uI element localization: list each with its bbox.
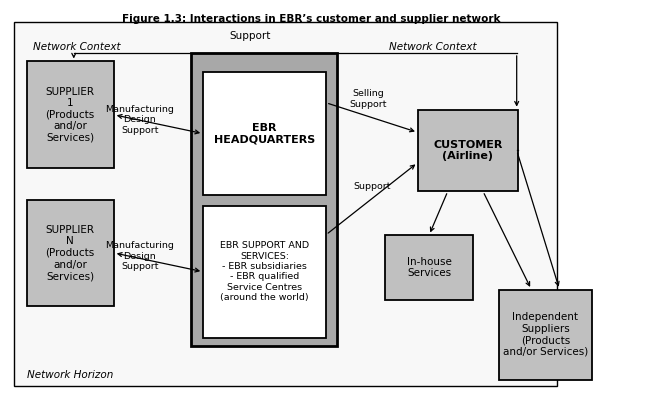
Bar — [191, 53, 337, 346]
Bar — [203, 206, 326, 338]
Text: Network Context: Network Context — [33, 42, 121, 52]
Text: SUPPLIER
N
(Products
and/or
Services): SUPPLIER N (Products and/or Services) — [45, 225, 95, 281]
Text: Selling
Support: Selling Support — [350, 89, 388, 109]
Bar — [27, 61, 114, 168]
Bar — [27, 200, 114, 306]
Text: Independent
Suppliers
(Products
and/or Services): Independent Suppliers (Products and/or S… — [503, 312, 588, 357]
Text: In-house
Services: In-house Services — [407, 257, 452, 278]
Bar — [14, 21, 557, 386]
Bar — [418, 110, 518, 191]
Text: EBR SUPPORT AND
SERVICES:
- EBR subsidiaries
- EBR qualified
Service Centres
(ar: EBR SUPPORT AND SERVICES: - EBR subsidia… — [220, 241, 309, 302]
Bar — [203, 72, 326, 195]
Text: SUPPLIER
1
(Products
and/or
Services): SUPPLIER 1 (Products and/or Services) — [45, 87, 95, 143]
Bar — [386, 235, 473, 300]
Text: Network Context: Network Context — [389, 42, 476, 52]
Text: Support: Support — [229, 31, 270, 41]
Text: Support: Support — [353, 182, 391, 192]
Text: Network Horizon: Network Horizon — [27, 370, 113, 381]
Bar — [498, 289, 592, 380]
Text: EBR
HEADQUARTERS: EBR HEADQUARTERS — [214, 123, 315, 144]
Text: Manufacturing
Design
Support: Manufacturing Design Support — [105, 105, 174, 135]
Text: Figure 1.3: Interactions in EBR’s customer and supplier network: Figure 1.3: Interactions in EBR’s custom… — [122, 14, 500, 24]
Text: CUSTOMER
(Airline): CUSTOMER (Airline) — [433, 139, 503, 161]
Text: Manufacturing
Design
Support: Manufacturing Design Support — [105, 241, 174, 271]
